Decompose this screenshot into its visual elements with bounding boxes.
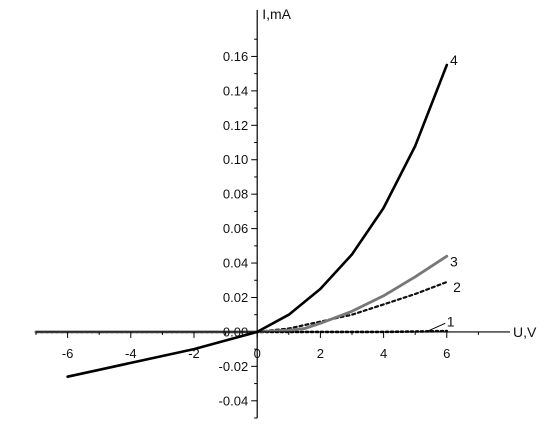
- x-tick-label: -6: [62, 346, 74, 361]
- series-1-leader-line: [427, 322, 446, 332]
- series-label-2: 2: [453, 279, 461, 295]
- x-tick-label: 4: [380, 346, 387, 361]
- y-tick-label: -0.04: [219, 393, 249, 408]
- x-axis-label: U,V: [513, 324, 537, 340]
- y-tick-label: 0.00: [223, 324, 248, 339]
- y-tick-label: -0.02: [219, 359, 249, 374]
- y-tick-label: 0.02: [223, 290, 248, 305]
- labels-layer: -6 -4 -2 0 2 4 6 -0.04 -0.02 0.00 0.02 0.04 0.06 0.08…: [62, 49, 461, 408]
- y-tick-label: 0.10: [223, 152, 248, 167]
- series-label-3: 3: [450, 253, 458, 269]
- x-tick-label: 6: [443, 346, 450, 361]
- x-tick-label: 2: [317, 346, 324, 361]
- series-label-4: 4: [450, 52, 458, 68]
- y-axis-label: I,mA: [262, 6, 291, 22]
- y-tick-label: 0.08: [223, 187, 248, 202]
- y-tick-label: 0.04: [223, 256, 248, 271]
- y-tick-label: 0.06: [223, 221, 248, 236]
- y-tick-label: 0.16: [223, 49, 248, 64]
- y-tick-label: 0.14: [223, 83, 248, 98]
- x-tick-label: 0: [254, 346, 261, 361]
- series-label-1: 1: [447, 314, 455, 330]
- x-tick-label: -4: [125, 346, 137, 361]
- y-tick-label: 0.12: [223, 118, 248, 133]
- axes-layer: [35, 10, 510, 419]
- x-tick-label: -2: [188, 346, 200, 361]
